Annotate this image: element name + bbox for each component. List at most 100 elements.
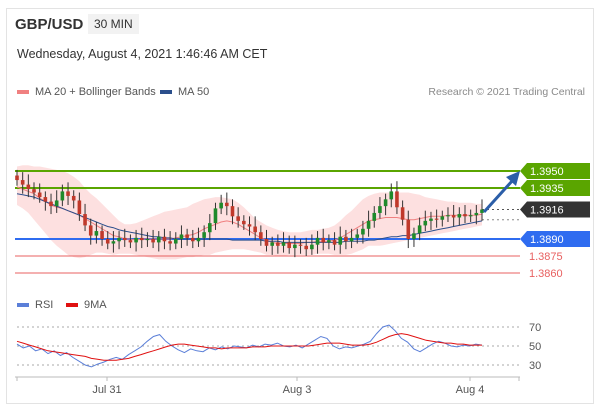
candle-body: [412, 233, 416, 239]
candle-body: [225, 202, 229, 207]
candle-body: [327, 240, 331, 243]
legend-ma50-swatch: [160, 90, 172, 94]
level-label-support: 1.3860: [529, 268, 563, 280]
candle-body: [270, 242, 274, 246]
candle-body: [264, 239, 269, 246]
candle-body: [173, 239, 178, 244]
level-tag-current: 1.3916: [520, 201, 590, 218]
candle-body: [298, 244, 303, 246]
legend-9ma-label: 9MA: [84, 299, 107, 311]
candle-body: [400, 207, 405, 220]
legend-ma20-label: MA 20 + Bollinger Bands: [35, 86, 156, 98]
candle-body: [406, 219, 411, 239]
legend-rsi-swatch: [17, 303, 29, 307]
candle-body: [480, 209, 484, 213]
level-tag-label: 1.3950: [530, 166, 564, 178]
forecast-arrow-shaft: [482, 178, 515, 214]
legend-ma50-label: MA 50: [178, 86, 210, 98]
rsi-tick-label: 30: [529, 360, 541, 372]
candle-body: [100, 231, 104, 239]
level-tag-pivot: 1.3890: [520, 231, 590, 247]
candle-body: [338, 236, 343, 245]
candle-body: [71, 195, 76, 201]
candle-body: [457, 214, 462, 218]
level-tag-label: 1.3935: [530, 183, 564, 195]
candle-body: [366, 220, 371, 229]
candle-body: [139, 237, 144, 241]
candle-body: [315, 237, 320, 245]
level-tag-resistance: 1.3950: [520, 163, 590, 179]
rsi-tick-label: 50: [529, 341, 541, 353]
candle-body: [321, 237, 326, 243]
timeframe-badge[interactable]: 30 MIN: [88, 14, 139, 34]
candle-body: [276, 242, 280, 246]
candle-body: [287, 242, 291, 249]
rsi-9ma-line: [16, 333, 482, 361]
rsi-tick-label: 70: [529, 322, 541, 334]
candle-body: [259, 232, 263, 239]
candle-body: [423, 220, 428, 226]
legend-rsi-label: RSI: [35, 299, 54, 311]
candle-body: [32, 189, 36, 193]
candle-body: [134, 237, 138, 243]
legend-9ma-swatch: [66, 303, 78, 307]
symbol-title: GBP/USD: [15, 16, 84, 33]
candle-body: [332, 240, 337, 245]
legend-ma20-swatch: [17, 90, 29, 94]
candle-body: [446, 215, 450, 217]
legend-ma50: MA 50: [160, 86, 209, 98]
candle-body: [208, 223, 212, 233]
candle-body: [236, 216, 240, 221]
candle-body: [361, 228, 365, 235]
candle-body: [451, 215, 456, 218]
candle-body: [378, 206, 382, 213]
candle-body: [281, 242, 286, 246]
level-label-support: 1.3875: [529, 251, 563, 263]
level-tag-label: 1.3916: [530, 205, 564, 217]
candle-body: [293, 244, 297, 249]
candle-body: [304, 245, 309, 250]
candle-body: [15, 175, 19, 181]
candle-body: [43, 197, 48, 202]
candle-body: [162, 236, 167, 242]
candle-body: [463, 214, 467, 217]
candle-body: [202, 232, 206, 238]
level-tag-shape: [520, 163, 590, 179]
candle-body: [219, 202, 223, 209]
forecast-arrow-head: [506, 171, 520, 186]
candle-body: [230, 206, 235, 217]
candle-body: [111, 241, 116, 244]
candle-body: [66, 191, 70, 196]
legend-ma20: MA 20 + Bollinger Bands: [17, 86, 156, 98]
candle-body: [26, 184, 31, 190]
candle-body: [54, 200, 59, 207]
candle-body: [372, 212, 377, 221]
x-tick-label: Aug 3: [283, 384, 312, 396]
candle-body: [247, 224, 252, 227]
candle-body: [185, 234, 189, 238]
candle-body: [190, 237, 195, 242]
candle-body: [83, 214, 87, 226]
candle-body: [122, 237, 127, 241]
candle-body: [213, 208, 218, 224]
candle-body: [128, 240, 133, 243]
candle-body: [94, 231, 99, 236]
candle-body: [383, 199, 388, 207]
legend-9ma: 9MA: [66, 299, 107, 311]
candle-body: [77, 200, 82, 215]
candle-body: [253, 226, 257, 233]
candle-body: [417, 225, 422, 234]
candle-body: [20, 180, 25, 185]
legend-rsi: RSI: [17, 299, 53, 311]
candle-body: [349, 237, 354, 242]
candle-body: [344, 236, 348, 242]
candle-body: [156, 236, 161, 243]
candle-body: [468, 215, 473, 217]
x-tick-label: Aug 4: [456, 384, 485, 396]
candle-body: [117, 237, 121, 242]
candle-body: [151, 239, 155, 243]
x-tick-label: Jul 31: [92, 384, 121, 396]
candle-body: [105, 239, 110, 244]
candle-body: [355, 234, 360, 238]
candle-body: [429, 218, 433, 221]
